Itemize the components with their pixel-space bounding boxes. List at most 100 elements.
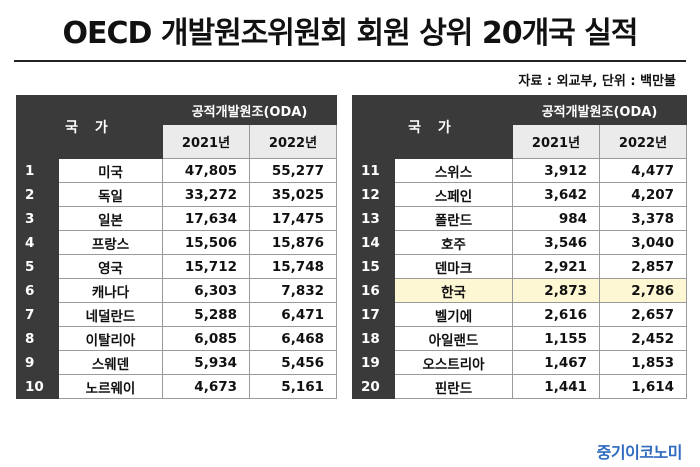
page-title: OECD 개발원조위원회 회원 상위 20개국 실적 bbox=[62, 16, 639, 51]
value-2021-cell: 3,912 bbox=[512, 158, 600, 183]
country-cell: 스웨덴 bbox=[58, 350, 163, 375]
rank-cell: 8 bbox=[16, 326, 59, 351]
value-2022-cell: 2,786 bbox=[599, 278, 687, 303]
country-cell: 한국 bbox=[394, 278, 513, 303]
table-row: 15 덴마크 2,921 2,857 bbox=[352, 254, 687, 279]
value-2021-cell: 47,805 bbox=[162, 158, 250, 183]
year-2021-header: 2021년 bbox=[512, 124, 600, 159]
value-2022-cell: 35,025 bbox=[249, 182, 337, 207]
rank-cell: 3 bbox=[16, 206, 59, 231]
value-2021-cell: 17,634 bbox=[162, 206, 250, 231]
country-cell: 네덜란드 bbox=[58, 302, 163, 327]
table-row: 14 호주 3,546 3,040 bbox=[352, 230, 687, 255]
rank-cell: 11 bbox=[352, 158, 395, 183]
rank-cell: 5 bbox=[16, 254, 59, 279]
country-cell: 덴마크 bbox=[394, 254, 513, 279]
value-2021-cell: 3,642 bbox=[512, 182, 600, 207]
value-2022-cell: 55,277 bbox=[249, 158, 337, 183]
value-2021-cell: 5,934 bbox=[162, 350, 250, 375]
rank-cell: 16 bbox=[352, 278, 395, 303]
value-2021-cell: 1,441 bbox=[512, 374, 600, 399]
value-2022-cell: 2,657 bbox=[599, 302, 687, 327]
value-2022-cell: 3,378 bbox=[599, 206, 687, 231]
table-row: 20 핀란드 1,441 1,614 bbox=[352, 374, 687, 399]
value-2022-cell: 15,748 bbox=[249, 254, 337, 279]
table-row: 1 미국 47,805 55,277 bbox=[16, 158, 337, 183]
country-header: 국 가 bbox=[352, 95, 513, 159]
country-cell: 노르웨이 bbox=[58, 374, 163, 399]
value-2021-cell: 2,921 bbox=[512, 254, 600, 279]
table-row: 2 독일 33,272 35,025 bbox=[16, 182, 337, 207]
value-2022-cell: 7,832 bbox=[249, 278, 337, 303]
value-2022-cell: 15,876 bbox=[249, 230, 337, 255]
rank-cell: 17 bbox=[352, 302, 395, 327]
table-row: 13 폴란드 984 3,378 bbox=[352, 206, 687, 231]
table-row: 7 네덜란드 5,288 6,471 bbox=[16, 302, 337, 327]
country-cell: 스위스 bbox=[394, 158, 513, 183]
country-cell: 벨기에 bbox=[394, 302, 513, 327]
value-2021-cell: 5,288 bbox=[162, 302, 250, 327]
table-row: 19 오스트리아 1,467 1,853 bbox=[352, 350, 687, 375]
value-2022-cell: 1,853 bbox=[599, 350, 687, 375]
value-2021-cell: 1,467 bbox=[512, 350, 600, 375]
table-row: 5 영국 15,712 15,748 bbox=[16, 254, 337, 279]
rank-cell: 15 bbox=[352, 254, 395, 279]
year-2022-header: 2022년 bbox=[249, 124, 337, 159]
rank-cell: 18 bbox=[352, 326, 395, 351]
value-2022-cell: 5,456 bbox=[249, 350, 337, 375]
oda-header: 공적개발원조(ODA) bbox=[162, 95, 337, 125]
country-cell: 오스트리아 bbox=[394, 350, 513, 375]
country-cell: 프랑스 bbox=[58, 230, 163, 255]
table-row: 16 한국 2,873 2,786 bbox=[352, 278, 687, 303]
country-cell: 호주 bbox=[394, 230, 513, 255]
country-cell: 영국 bbox=[58, 254, 163, 279]
value-2021-cell: 3,546 bbox=[512, 230, 600, 255]
rank-cell: 19 bbox=[352, 350, 395, 375]
table-row: 3 일본 17,634 17,475 bbox=[16, 206, 337, 231]
value-2022-cell: 2,452 bbox=[599, 326, 687, 351]
rank-cell: 7 bbox=[16, 302, 59, 327]
oda-table-right: 국 가 공적개발원조(ODA) 2021년 2022년 11 스위스 3,912 4,… bbox=[352, 95, 687, 399]
publisher-logo: 중기이코노미 bbox=[592, 439, 686, 463]
year-2022-header: 2022년 bbox=[599, 124, 687, 159]
value-2022-cell: 6,471 bbox=[249, 302, 337, 327]
table-row: 9 스웨덴 5,934 5,456 bbox=[16, 350, 337, 375]
value-2021-cell: 15,712 bbox=[162, 254, 250, 279]
table-row: 12 스페인 3,642 4,207 bbox=[352, 182, 687, 207]
country-cell: 미국 bbox=[58, 158, 163, 183]
value-2021-cell: 6,085 bbox=[162, 326, 250, 351]
rank-cell: 13 bbox=[352, 206, 395, 231]
title-divider bbox=[14, 60, 686, 62]
value-2021-cell: 1,155 bbox=[512, 326, 600, 351]
rank-cell: 12 bbox=[352, 182, 395, 207]
value-2021-cell: 984 bbox=[512, 206, 600, 231]
rank-cell: 14 bbox=[352, 230, 395, 255]
value-2021-cell: 33,272 bbox=[162, 182, 250, 207]
country-cell: 일본 bbox=[58, 206, 163, 231]
country-cell: 아일랜드 bbox=[394, 326, 513, 351]
source-note: 자료 : 외교부, 단위 : 백만불 bbox=[518, 74, 676, 89]
rank-cell: 2 bbox=[16, 182, 59, 207]
value-2022-cell: 6,468 bbox=[249, 326, 337, 351]
rank-cell: 1 bbox=[16, 158, 59, 183]
country-cell: 스페인 bbox=[394, 182, 513, 207]
table-row: 6 캐나다 6,303 7,832 bbox=[16, 278, 337, 303]
table-row: 17 벨기에 2,616 2,657 bbox=[352, 302, 687, 327]
rank-cell: 10 bbox=[16, 374, 59, 399]
value-2022-cell: 4,207 bbox=[599, 182, 687, 207]
value-2021-cell: 2,873 bbox=[512, 278, 600, 303]
value-2021-cell: 15,506 bbox=[162, 230, 250, 255]
country-cell: 핀란드 bbox=[394, 374, 513, 399]
year-2021-header: 2021년 bbox=[162, 124, 250, 159]
value-2021-cell: 4,673 bbox=[162, 374, 250, 399]
country-header: 국 가 bbox=[16, 95, 163, 159]
oda-table-left: 국 가 공적개발원조(ODA) 2021년 2022년 1 미국 47,805 55,… bbox=[16, 95, 337, 399]
value-2022-cell: 3,040 bbox=[599, 230, 687, 255]
country-cell: 폴란드 bbox=[394, 206, 513, 231]
value-2022-cell: 5,161 bbox=[249, 374, 337, 399]
table-row: 8 이탈리아 6,085 6,468 bbox=[16, 326, 337, 351]
rank-cell: 6 bbox=[16, 278, 59, 303]
country-cell: 캐나다 bbox=[58, 278, 163, 303]
rank-cell: 4 bbox=[16, 230, 59, 255]
value-2022-cell: 4,477 bbox=[599, 158, 687, 183]
